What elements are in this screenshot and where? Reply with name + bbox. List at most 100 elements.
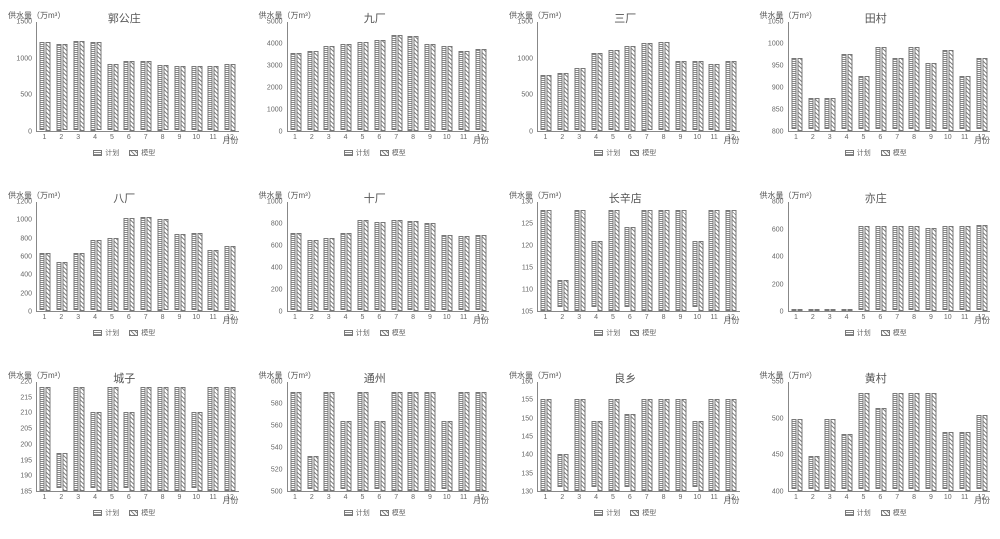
bar-plan xyxy=(808,456,813,489)
bar-plan xyxy=(959,432,964,489)
bar-model xyxy=(347,421,352,491)
y-tick: 200 xyxy=(20,290,32,297)
bar-plan xyxy=(73,387,78,491)
bar-group xyxy=(157,219,168,311)
bar-group xyxy=(959,76,970,131)
y-tick: 160 xyxy=(521,379,533,386)
bar-model xyxy=(214,250,219,311)
bar-group xyxy=(442,235,453,311)
bar-group xyxy=(307,456,318,491)
bar-model xyxy=(698,61,703,131)
x-tick: 5 xyxy=(611,314,615,321)
x-tick: 5 xyxy=(861,314,865,321)
bars-layer xyxy=(538,382,740,491)
bar-plan xyxy=(943,50,948,129)
bar-model xyxy=(180,66,185,131)
legend-label-plan: 计划 xyxy=(857,148,871,158)
bar-model xyxy=(330,46,335,131)
y-tick: 105 xyxy=(521,309,533,316)
bar-plan xyxy=(425,223,430,310)
bar-plan xyxy=(976,225,981,310)
x-tick: 7 xyxy=(394,494,398,501)
y-tick: 110 xyxy=(522,287,533,294)
bar-plan xyxy=(658,399,663,491)
bar-model xyxy=(797,309,802,311)
x-tick: 12 xyxy=(477,134,485,141)
legend-item-model: 模型 xyxy=(881,508,907,518)
x-tick: 9 xyxy=(428,314,432,321)
y-tick: 400 xyxy=(772,489,784,496)
swatch-plan-icon xyxy=(845,150,854,156)
y-tick: 115 xyxy=(522,265,533,272)
bar-plan xyxy=(608,399,613,491)
bar-group xyxy=(73,253,84,311)
bar-model xyxy=(564,454,569,491)
bar-plan xyxy=(892,393,897,488)
bar-plan xyxy=(124,412,129,487)
x-tick: 5 xyxy=(110,134,114,141)
bar-model xyxy=(79,253,84,311)
bar-plan xyxy=(391,35,396,130)
y-tick: 1000 xyxy=(16,55,32,62)
bar-group xyxy=(726,210,737,311)
bar-plan xyxy=(574,210,579,311)
legend-item-plan: 计划 xyxy=(594,148,620,158)
bar-plan xyxy=(475,235,480,310)
chart-panel: 亦庄供水量（万m³）月份0200400600800123456789101112… xyxy=(760,188,993,338)
x-tick: 11 xyxy=(711,314,718,321)
bar-plan xyxy=(157,387,162,491)
bar-group xyxy=(842,309,853,311)
bar-plan xyxy=(324,46,329,130)
x-tick: 7 xyxy=(645,314,649,321)
y-tick: 0 xyxy=(28,309,32,316)
bar-model xyxy=(130,412,135,491)
swatch-plan-icon xyxy=(594,150,603,156)
plot-area xyxy=(36,22,239,132)
bar-group xyxy=(608,50,619,131)
bar-plan xyxy=(208,387,213,491)
legend-label-plan: 计划 xyxy=(857,508,871,518)
legend: 计划模型 xyxy=(344,328,406,338)
chart-panel: 城子供水量（万m³）月份1851901952002052102152201234… xyxy=(8,368,241,518)
x-ticks: 123456789101112 xyxy=(537,494,740,504)
bar-model xyxy=(715,64,720,131)
bar-plan xyxy=(959,226,964,310)
bar-group xyxy=(157,65,168,131)
bar-group xyxy=(90,42,101,131)
bar-plan xyxy=(57,44,62,131)
bar-plan xyxy=(726,399,731,491)
bar-group xyxy=(290,392,301,491)
swatch-plan-icon xyxy=(344,330,353,336)
x-tick: 6 xyxy=(628,314,632,321)
x-tick: 1 xyxy=(42,134,46,141)
bar-model xyxy=(881,408,886,491)
bar-group xyxy=(425,223,436,311)
bar-plan xyxy=(574,68,579,130)
bar-model xyxy=(614,50,619,131)
chart-panel: 十厂供水量（万m³）月份0200400600800100012345678910… xyxy=(259,188,492,338)
legend-item-model: 模型 xyxy=(881,328,907,338)
x-tick: 7 xyxy=(895,494,899,501)
bar-group xyxy=(842,434,853,491)
legend: 计划模型 xyxy=(344,508,406,518)
bar-plan xyxy=(591,421,596,487)
bar-group xyxy=(341,44,352,131)
bar-model xyxy=(380,421,385,491)
bar-model xyxy=(197,412,202,491)
bar-plan xyxy=(709,64,714,130)
legend-label-model: 模型 xyxy=(392,328,406,338)
bar-plan xyxy=(892,226,897,310)
x-tick: 9 xyxy=(678,134,682,141)
x-tick: 11 xyxy=(210,494,217,501)
bar-group xyxy=(658,42,669,131)
bar-model xyxy=(664,399,669,491)
bar-group xyxy=(40,42,51,131)
bar-group xyxy=(658,210,669,311)
x-tick: 10 xyxy=(944,314,952,321)
bar-model xyxy=(982,225,987,311)
bar-model xyxy=(648,399,653,491)
x-tick: 8 xyxy=(411,494,415,501)
bar-group xyxy=(591,421,602,491)
bar-group xyxy=(675,399,686,491)
plot-area xyxy=(537,202,740,312)
